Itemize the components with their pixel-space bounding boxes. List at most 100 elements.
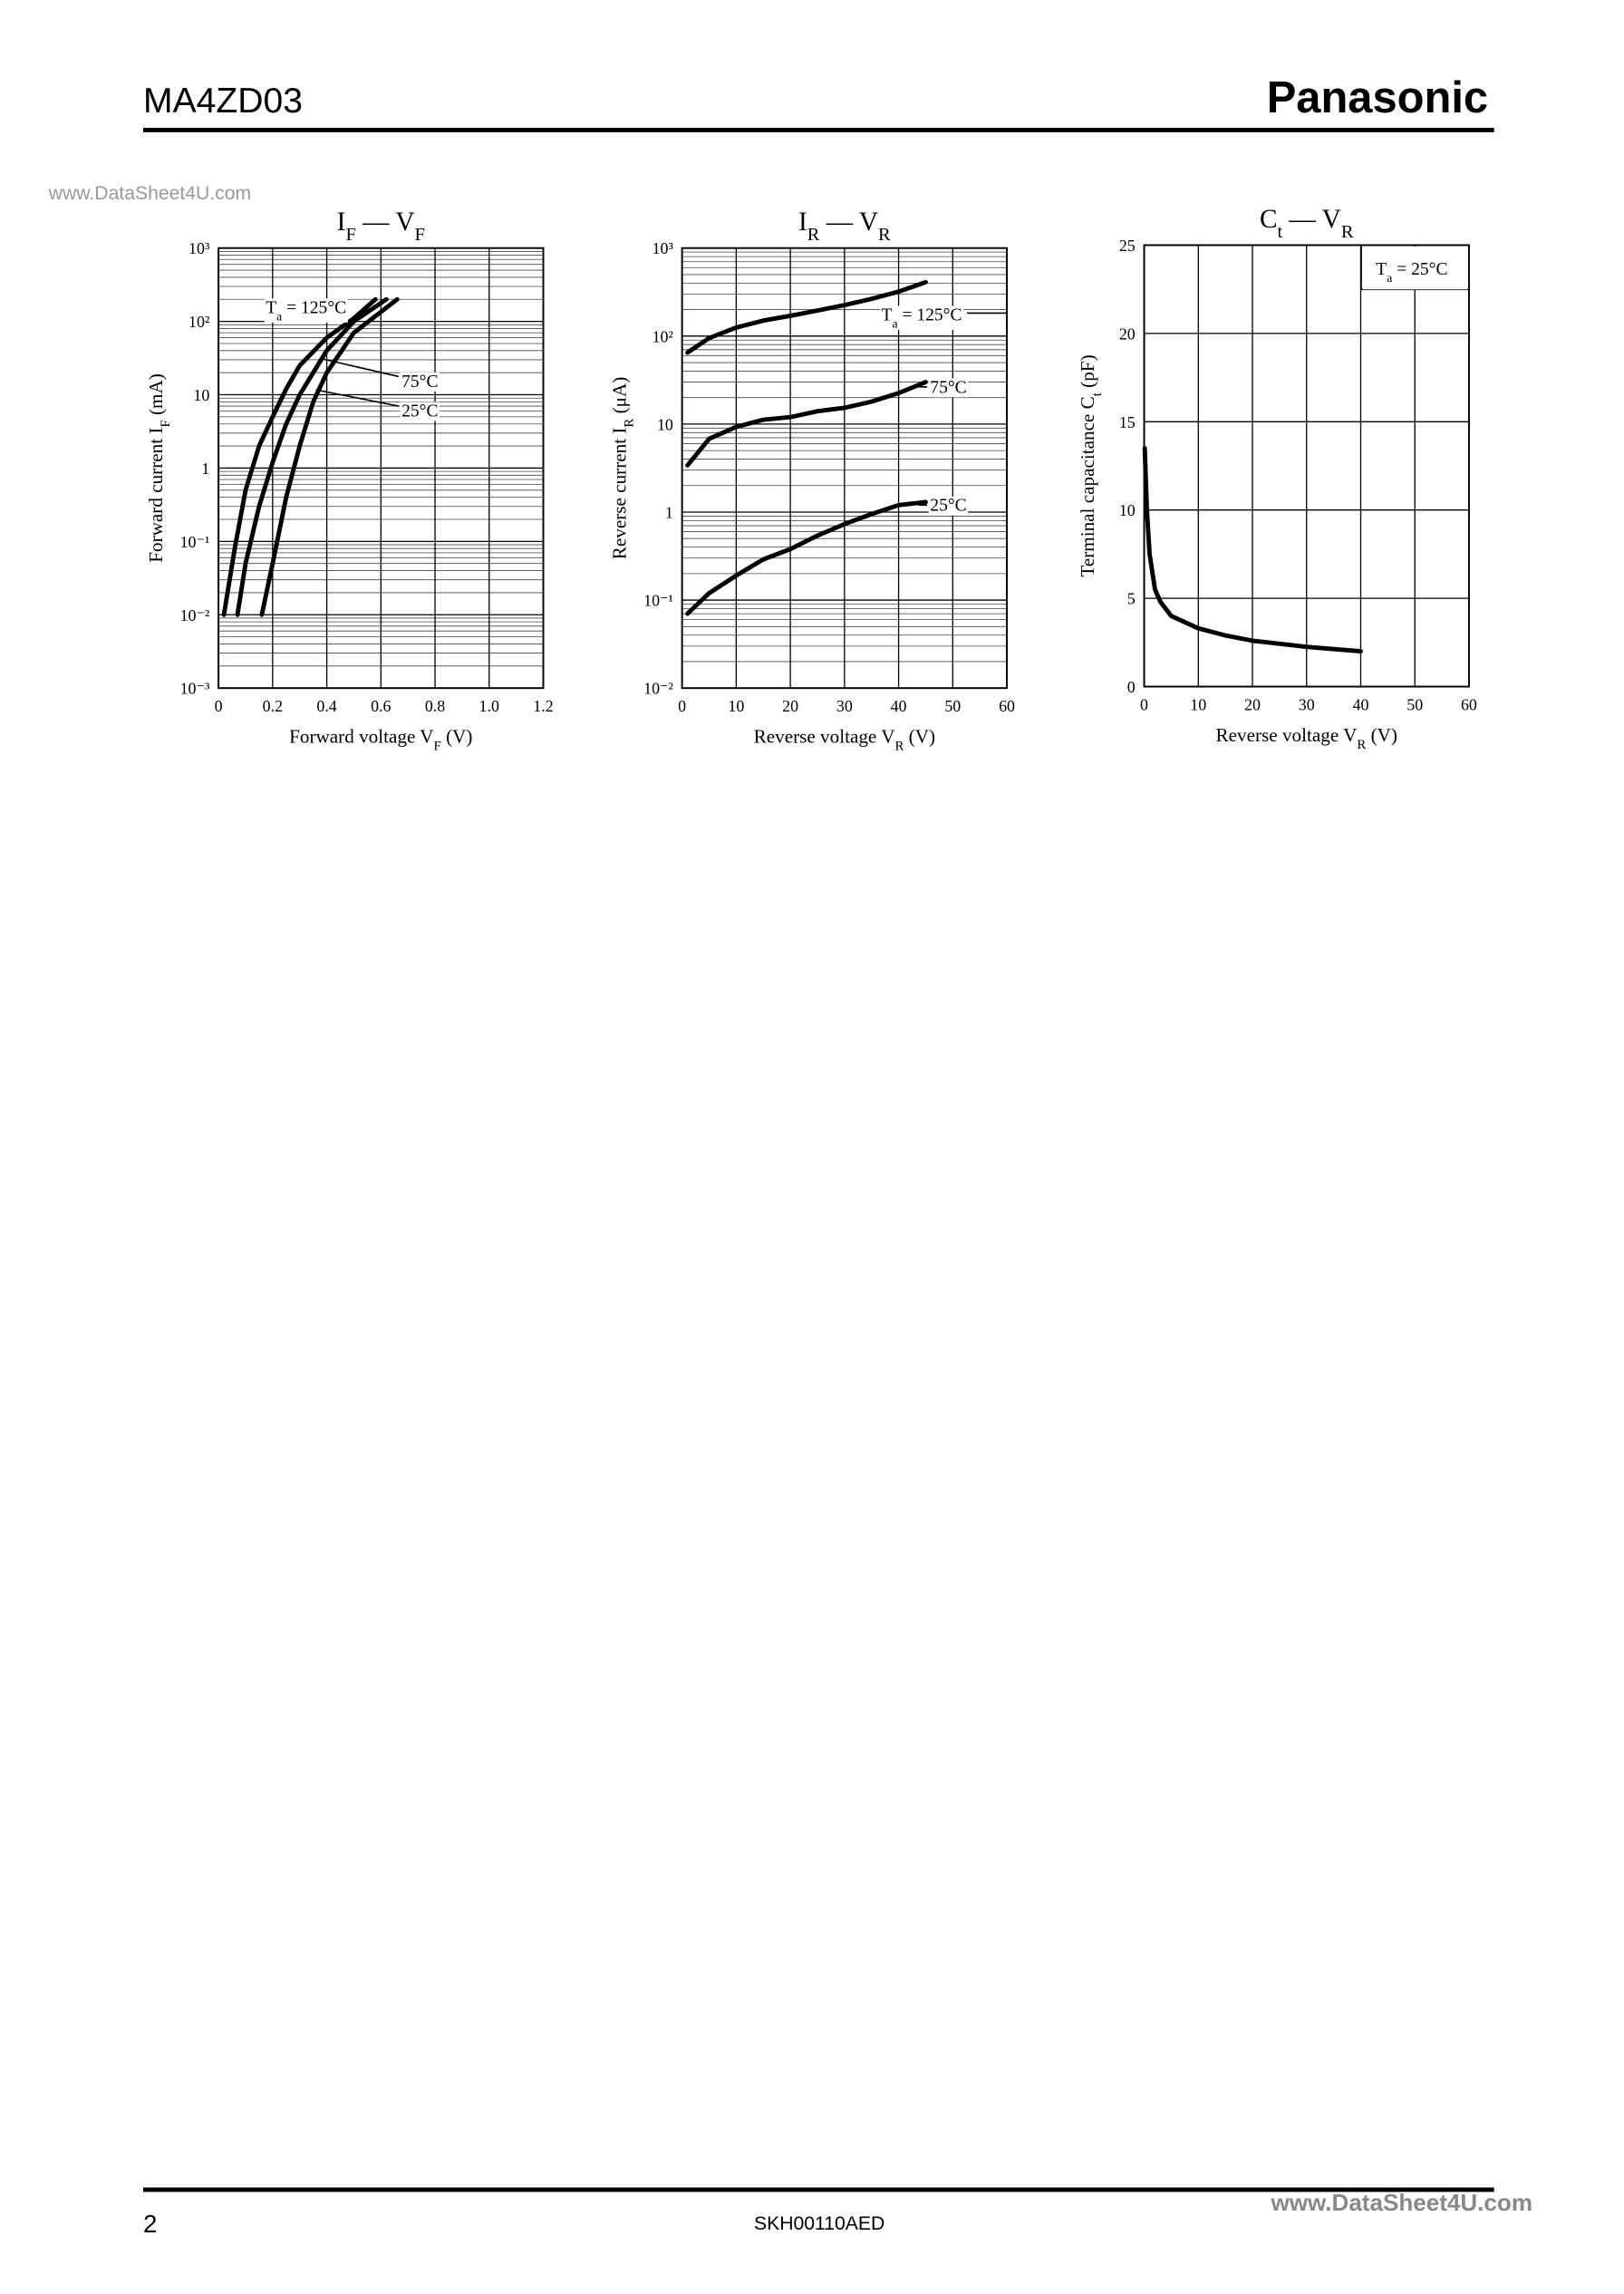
x-axis-label: Forward voltage VF (V) — [289, 725, 472, 753]
x-axis-label-part: Reverse voltage V — [754, 725, 896, 747]
y-tick-label: 10 — [193, 386, 209, 404]
curve-label-part: 25°C — [930, 497, 966, 516]
y-tick-label: 20 — [1119, 324, 1136, 343]
chart-title-part: I — [798, 208, 807, 237]
model-name: MA4ZD03 — [143, 82, 303, 121]
y-axis-label-part: (μA) — [609, 377, 631, 419]
x-tick-label: 0 — [678, 697, 686, 715]
y-axis-label-part: Forward current I — [145, 428, 167, 563]
y-tick-label: 5 — [1127, 590, 1136, 608]
y-tick-label: 1 — [665, 504, 673, 522]
doc-code: SKH00110AED — [754, 2213, 884, 2234]
y-tick-label: 10⁻¹ — [180, 533, 210, 551]
x-tick-label: 30 — [836, 697, 853, 715]
label-bg — [264, 298, 348, 323]
chart-title-subscript: F — [414, 225, 424, 245]
x-tick-label: 0.8 — [425, 697, 445, 715]
x-tick-label: 50 — [1406, 696, 1423, 714]
x-tick-label: 40 — [891, 697, 907, 715]
watermark: www.DataSheet4U.com — [1270, 2189, 1532, 2216]
x-tick-label: 0.2 — [263, 697, 283, 715]
chart-title: IR — VR — [798, 208, 891, 245]
y-tick-label: 10⁻¹ — [643, 592, 673, 610]
x-axis-label: Reverse voltage VR (V) — [1216, 724, 1397, 752]
x-tick-label: 0.4 — [316, 697, 336, 715]
x-tick-label: 50 — [944, 697, 961, 715]
curve-label: 75°C — [930, 378, 966, 397]
x-axis-label-subscript: F — [434, 739, 441, 753]
curve-label: Ta = 125°C — [266, 298, 346, 323]
curve-label-part: = 25°C — [1392, 260, 1447, 279]
x-axis-label: Reverse voltage VR (V) — [754, 725, 935, 753]
y-axis-label-subscript: R — [623, 419, 637, 428]
curve-label-part: 75°C — [401, 373, 438, 392]
x-tick-label: 0.6 — [371, 697, 391, 715]
chart-title-part: — V — [356, 208, 415, 237]
curve-label-subscript: a — [1387, 271, 1392, 285]
y-axis-label-subscript: t — [1090, 392, 1105, 396]
y-tick-label: 10⁻³ — [180, 680, 210, 698]
x-tick-label: 10 — [728, 697, 744, 715]
x-tick-label: 0 — [1140, 696, 1148, 714]
y-axis-label-subscript: F — [159, 420, 173, 427]
curve — [1142, 446, 1363, 654]
curve-label-part: T — [882, 306, 893, 325]
chart-title-part: — V — [1282, 205, 1341, 234]
x-tick-label: 60 — [999, 697, 1015, 715]
chart-title-subscript: R — [1341, 222, 1354, 242]
curve-label-part: T — [1376, 260, 1387, 279]
chart-title-subscript: F — [345, 225, 355, 245]
page-number: 2 — [143, 2210, 157, 2238]
x-axis-label-part: Forward voltage V — [289, 725, 434, 747]
watermark: www.DataSheet4U.com — [48, 183, 251, 204]
curve — [259, 296, 400, 617]
curve-label-part: 25°C — [401, 402, 438, 421]
y-tick-label: 10 — [657, 415, 673, 433]
x-axis-label-part: Reverse voltage V — [1216, 724, 1358, 746]
curve — [685, 279, 928, 355]
chart-title-subscript: R — [807, 225, 820, 245]
y-axis-label: Forward current IF (mA) — [145, 373, 173, 563]
curve-label-part: = 125°C — [282, 298, 346, 317]
y-axis-label-part: Reverse current I — [609, 428, 631, 560]
x-axis-label-subscript: R — [1357, 738, 1366, 752]
y-axis-label: Reverse current IR (μA) — [609, 377, 637, 560]
x-tick-label: 20 — [1244, 696, 1261, 714]
y-tick-label: 10² — [652, 327, 673, 345]
y-tick-label: 10² — [188, 313, 209, 331]
label-bg — [879, 305, 964, 331]
curve — [685, 380, 928, 468]
y-tick-label: 10⁻² — [643, 680, 673, 698]
x-tick-label: 20 — [782, 697, 798, 715]
plot-frame — [218, 247, 545, 690]
y-axis-label: Terminal capacitance Ct (pF) — [1077, 354, 1105, 576]
x-tick-label: 1.2 — [533, 697, 553, 715]
curve — [685, 499, 928, 616]
curve-label-part: 75°C — [930, 378, 966, 397]
curve-label: 75°C — [401, 373, 438, 392]
chart-title-part: — V — [819, 208, 878, 237]
label-bg — [928, 496, 969, 516]
curve-label: 25°C — [930, 497, 966, 516]
curve-label: Ta = 25°C — [1376, 260, 1447, 285]
label-bg — [1374, 260, 1450, 285]
x-axis-label-part: (V) — [441, 725, 473, 747]
x-axis-label-subscript: R — [895, 739, 904, 753]
curve-label: 25°C — [401, 402, 438, 421]
curve-label-subscript: a — [276, 309, 282, 323]
y-tick-label: 25 — [1119, 237, 1136, 255]
y-tick-label: 10³ — [188, 239, 210, 257]
label-bg — [400, 402, 440, 421]
x-tick-label: 0 — [215, 697, 223, 715]
curve-label-subscript: a — [893, 316, 898, 330]
x-tick-label: 10 — [1190, 696, 1206, 714]
plot-frame — [681, 247, 1009, 690]
brand: Panasonic — [1267, 73, 1488, 122]
y-axis-label-part: (mA) — [145, 373, 167, 420]
y-axis-label-part: (pF) — [1077, 354, 1098, 392]
curve — [221, 296, 378, 617]
y-tick-label: 10⁻² — [180, 606, 210, 624]
curve — [235, 296, 389, 617]
chart-title-subscript: R — [878, 225, 891, 245]
